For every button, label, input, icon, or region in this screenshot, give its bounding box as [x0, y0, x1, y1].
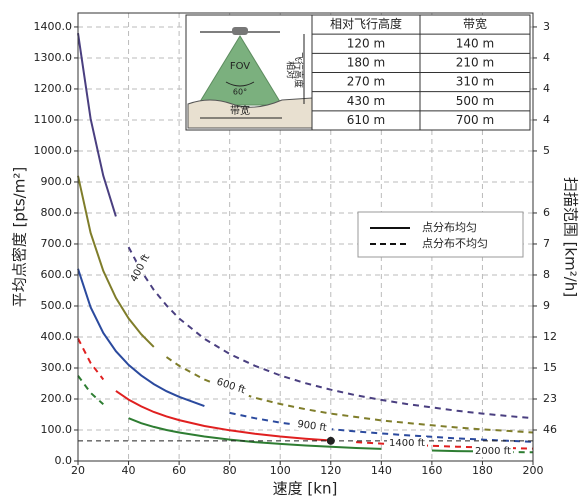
table-cell: 610 m — [347, 113, 385, 127]
y-tick-label: 300.0 — [41, 361, 73, 374]
y-tick-label: 200.0 — [41, 392, 73, 405]
series-annotation: 1400 ft — [389, 438, 425, 449]
y2-tick-label: 8 — [543, 268, 550, 281]
legend-label: 点分布均匀 — [422, 221, 477, 234]
x-tick-label: 100 — [270, 464, 291, 477]
x-tick-label: 20 — [71, 464, 85, 477]
x-tick-label: 120 — [320, 464, 341, 477]
y-tick-label: 600.0 — [41, 268, 73, 281]
table-cell: 310 m — [456, 75, 494, 89]
table-cell: 210 m — [456, 55, 494, 69]
y2-tick-label: 15 — [543, 361, 557, 374]
y-tick-label: 1300.0 — [34, 51, 73, 64]
y2-tick-label: 7 — [543, 237, 550, 250]
y-axis-title: 平均点密度 [pts/m²] — [11, 167, 29, 307]
y2-tick-label: 5 — [543, 144, 550, 157]
y2-tick-label: 4 — [543, 82, 550, 95]
y2-tick-label: 23 — [543, 392, 557, 405]
chart: 400 ft600 ft900 ft1400 ft2000 ft 速度 [kn]… — [0, 0, 584, 500]
table-header: 相对飞行高度 — [330, 16, 402, 31]
table-cell: 120 m — [347, 36, 385, 50]
series-annotation: 2000 ft — [475, 446, 511, 457]
y-tick-label: 1400.0 — [34, 20, 73, 33]
y2-tick-label: 4 — [543, 113, 550, 126]
y-tick-label: 800.0 — [41, 206, 73, 219]
table-cell: 270 m — [347, 75, 385, 89]
x-tick-label: 160 — [421, 464, 442, 477]
table-cell: 140 m — [456, 36, 494, 50]
y-tick-label: 1200.0 — [34, 82, 73, 95]
y2-tick-label: 9 — [543, 299, 550, 312]
y2-tick-label: 12 — [543, 330, 557, 343]
y2-tick-label: 6 — [543, 206, 550, 219]
reference-point — [327, 437, 335, 445]
x-tick-label: 80 — [223, 464, 237, 477]
x-tick-label: 180 — [472, 464, 493, 477]
table-cell: 430 m — [347, 94, 385, 108]
y-tick-label: 0.0 — [55, 454, 73, 467]
x-tick-label: 200 — [523, 464, 544, 477]
y-tick-label: 900.0 — [41, 175, 73, 188]
table-cell: 180 m — [347, 55, 385, 69]
table-cell: 700 m — [456, 113, 494, 127]
y2-axis-title: 扫描范围 [km²/h] — [562, 177, 580, 297]
y2-tick-label: 3 — [543, 20, 550, 33]
legend-label: 点分布不均匀 — [422, 237, 488, 250]
x-tick-label: 60 — [172, 464, 186, 477]
y-tick-label: 400.0 — [41, 330, 73, 343]
y2-tick-label: 4 — [543, 51, 550, 64]
height-label: 飞行高度 — [293, 52, 305, 88]
legend-box — [358, 212, 523, 257]
y-tick-label: 700.0 — [41, 237, 73, 250]
table-cell: 500 m — [456, 94, 494, 108]
fov-label: FOV — [230, 61, 250, 72]
y-tick-label: 500.0 — [41, 299, 73, 312]
y-tick-label: 1000.0 — [34, 144, 73, 157]
angle-label: 60° — [233, 88, 247, 97]
swath-label: 带宽 — [230, 104, 250, 117]
y-tick-label: 100.0 — [41, 423, 73, 436]
table-header: 带宽 — [463, 16, 487, 31]
y2-tick-label: 46 — [543, 423, 557, 436]
drone-body — [232, 27, 248, 35]
y-tick-label: 1100.0 — [34, 113, 73, 126]
x-tick-label: 140 — [371, 464, 392, 477]
x-tick-label: 40 — [122, 464, 136, 477]
x-axis-title: 速度 [kn] — [273, 480, 338, 498]
